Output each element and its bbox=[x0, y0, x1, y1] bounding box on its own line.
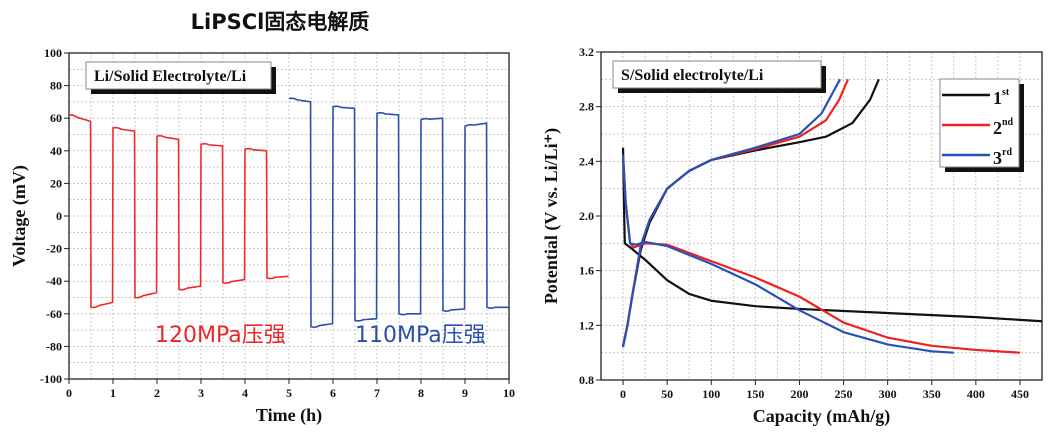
figure-title: LiPSCl固态电解质 bbox=[190, 10, 370, 34]
y-tick-label: 40 bbox=[50, 144, 62, 158]
legend-label-1st: 1st bbox=[993, 87, 1010, 108]
y-tick-label: -100 bbox=[40, 372, 62, 386]
x-tick-label: 100 bbox=[702, 387, 720, 401]
legend-number: 1 bbox=[993, 88, 1002, 108]
y-tick-label: -40 bbox=[46, 274, 62, 288]
label-box bbox=[85, 61, 272, 90]
y-tick-label: 0.8 bbox=[579, 373, 594, 387]
x-axis-label: Time (h) bbox=[256, 405, 322, 426]
x-axis-label: Capacity (mAh/g) bbox=[753, 406, 891, 427]
legend-label-3rd: 3rd bbox=[993, 147, 1012, 168]
legend-box bbox=[939, 78, 1020, 168]
y-axis-label: Voltage (mV) bbox=[9, 165, 30, 267]
potential-chart: 0 50 100 150 200 250 300 350 400 450 0.8 1.2 1.6 2.0 2… bbox=[541, 45, 1043, 427]
voltage-chart: 0 1 2 3 4 5 6 7 8 9 10 -100 -80 -60 -40 -20 0 20 40 60 80 100… bbox=[9, 46, 515, 426]
y-tick-label: -60 bbox=[46, 307, 62, 321]
y-tick-label: 2.4 bbox=[579, 154, 594, 168]
x-tick-label: 400 bbox=[967, 387, 985, 401]
x-tick-label: 350 bbox=[923, 387, 941, 401]
x-tick-label: 9 bbox=[462, 386, 468, 400]
x-tick-label: 4 bbox=[242, 386, 248, 400]
legend-suffix: st bbox=[1002, 87, 1010, 98]
x-tick-label: 300 bbox=[879, 387, 897, 401]
legend-label-2nd: 2nd bbox=[993, 117, 1014, 138]
y-tick-label: 2.8 bbox=[579, 100, 594, 114]
label-box-text: S/Solid electrolyte/Li bbox=[621, 67, 764, 84]
y-tick-label: 1.2 bbox=[579, 318, 594, 332]
annotation-120mpa: 120MPa压强 bbox=[155, 323, 286, 348]
label-box bbox=[612, 60, 822, 89]
y-tick-label: -20 bbox=[46, 242, 62, 256]
x-tick-label: 50 bbox=[661, 387, 673, 401]
discharge-curve-3rd bbox=[621, 154, 954, 354]
charge-curve-3rd bbox=[621, 78, 841, 348]
series-line-110MPa bbox=[288, 97, 509, 329]
x-tick-label: 450 bbox=[1011, 387, 1029, 401]
legend-number: 3 bbox=[993, 148, 1002, 168]
x-tick-label: 5 bbox=[286, 386, 292, 400]
series-line-120MPa bbox=[69, 114, 289, 309]
x-tick-label: 1 bbox=[110, 386, 116, 400]
y-tick-label: 100 bbox=[44, 46, 62, 60]
x-tick-label: 10 bbox=[503, 386, 515, 400]
y-tick-label: 80 bbox=[50, 79, 62, 93]
legend-suffix: rd bbox=[1002, 147, 1012, 158]
x-tick-label: 8 bbox=[418, 386, 424, 400]
discharge-curve-1st bbox=[621, 147, 1043, 323]
x-tick-label: 2 bbox=[154, 386, 160, 400]
annotation-110mpa: 110MPa压强 bbox=[355, 323, 486, 348]
x-tick-label: 6 bbox=[330, 386, 336, 400]
y-tick-label: 1.6 bbox=[579, 264, 594, 278]
x-tick-label: 3 bbox=[198, 386, 204, 400]
legend-number: 2 bbox=[993, 118, 1002, 138]
x-tick-label: 0 bbox=[620, 387, 626, 401]
y-axis-label: Potential (V vs. Li/Li⁺) bbox=[541, 128, 562, 304]
legend: 1st 2nd 3rd bbox=[939, 78, 1024, 172]
x-tick-label: 200 bbox=[790, 387, 808, 401]
y-tick-label: -80 bbox=[46, 339, 62, 353]
x-tick-label: 250 bbox=[835, 387, 853, 401]
y-tick-label: 3.2 bbox=[579, 45, 594, 59]
y-tick-label: 20 bbox=[50, 176, 62, 190]
y-tick-label: 0 bbox=[56, 209, 62, 223]
label-box-text: Li/Solid Electrolyte/Li bbox=[94, 68, 247, 85]
x-tick-label: 0 bbox=[66, 386, 72, 400]
x-tick-label: 7 bbox=[374, 386, 380, 400]
y-tick-label: 60 bbox=[50, 111, 62, 125]
legend-suffix: nd bbox=[1002, 117, 1014, 128]
y-tick-label: 2.0 bbox=[579, 209, 594, 223]
x-tick-label: 150 bbox=[746, 387, 764, 401]
